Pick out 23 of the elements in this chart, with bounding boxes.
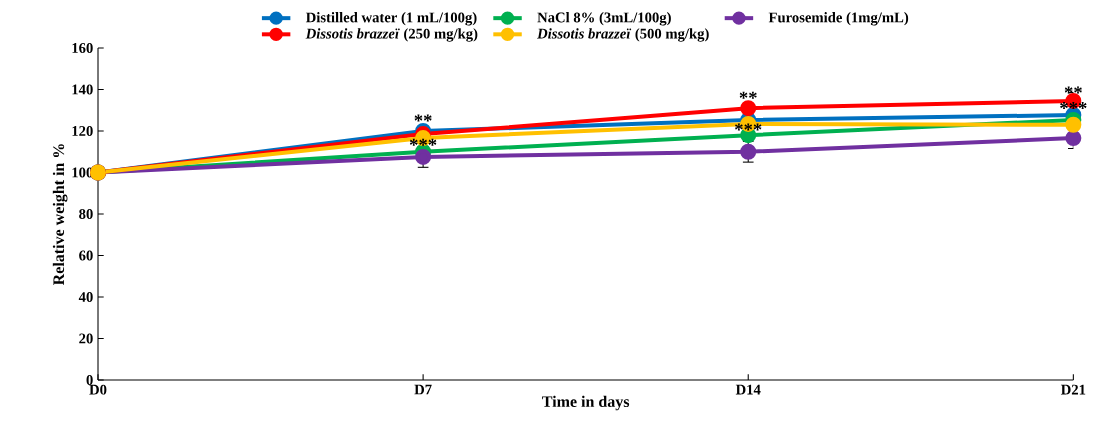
y-tick-label: 120 (72, 126, 93, 136)
x-axis-title: Time in days (542, 395, 630, 411)
legend-label: Distilled water (1 mL/100g) (305, 12, 477, 26)
legend-label: Dissotis brazzeï (500 mg/kg) (536, 28, 709, 42)
y-tick-label: 60 (79, 250, 93, 261)
legend-label: Dissotis brazzeï (250 mg/kg) (305, 28, 478, 42)
y-tick-label: 140 (72, 84, 93, 95)
y-tick-label: 80 (79, 209, 93, 219)
annotation: ** (739, 91, 757, 99)
x-tick-label: D21 (1060, 384, 1086, 395)
annotation: ** (414, 114, 432, 122)
legend-label: Furosemide (1mg/mL) (768, 12, 909, 26)
x-tick-label: D14 (735, 384, 761, 395)
y-tick-label: 20 (79, 333, 93, 344)
x-tick-label: D0 (89, 384, 107, 395)
x-tick-label: D7 (414, 384, 432, 395)
annotation: ** (1064, 86, 1082, 94)
y-tick-label: 40 (78, 292, 93, 302)
legend-label: NaCl 8% (3mL/100g) (537, 12, 671, 26)
annotation: *** (735, 123, 762, 131)
y-axis-title: Relative weight in % (52, 144, 68, 286)
y-tick-label: 160 (72, 43, 93, 53)
y-tick-label: 0 (86, 375, 93, 385)
